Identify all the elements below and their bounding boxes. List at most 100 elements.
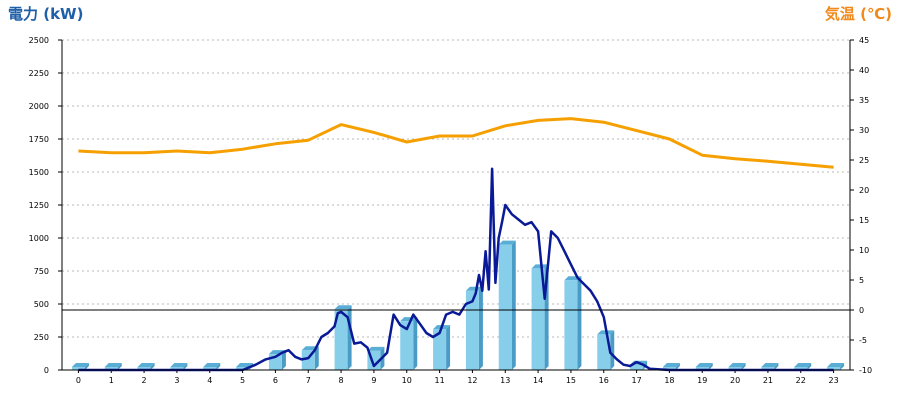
bar-top	[236, 363, 254, 367]
x-tick-label: 19	[697, 376, 707, 385]
left-tick-label: 1750	[29, 135, 49, 144]
x-tick-label: 20	[730, 376, 740, 385]
x-tick-label: 21	[763, 376, 773, 385]
bar	[71, 367, 85, 370]
bar-top	[465, 286, 483, 291]
bar-side	[774, 363, 779, 370]
bar-side	[281, 350, 286, 370]
bar-side	[413, 317, 418, 370]
bar-side	[314, 346, 319, 370]
right-tick-label: 15	[859, 216, 869, 225]
bar-top	[170, 363, 188, 367]
left-tick-label: 2000	[29, 102, 49, 111]
bar-top	[531, 264, 549, 269]
left-tick-label: 2500	[29, 36, 49, 45]
bar	[203, 367, 217, 370]
x-tick-label: 2	[142, 376, 147, 385]
bar	[498, 244, 512, 370]
right-tick-label: 10	[859, 246, 869, 255]
x-tick-label: 10	[402, 376, 412, 385]
bar-top	[498, 240, 516, 245]
bar	[794, 367, 808, 370]
x-tick-label: 7	[306, 376, 311, 385]
bar-side	[577, 276, 582, 370]
bar	[827, 367, 841, 370]
x-tick-label: 8	[339, 376, 344, 385]
bar-top	[728, 363, 746, 367]
bar-top	[137, 363, 155, 367]
left-tick-label: 750	[34, 267, 49, 276]
x-tick-label: 16	[599, 376, 609, 385]
right-axis-title: 気温 (℃)	[824, 5, 892, 23]
x-tick-label: 17	[631, 376, 641, 385]
temperature-line	[78, 117, 834, 169]
bar-top	[367, 346, 385, 351]
bar-side	[478, 286, 483, 370]
bar	[761, 367, 775, 370]
bar-side	[446, 325, 451, 370]
bar-side	[511, 240, 516, 370]
left-axis-title: 電力 (kW)	[8, 5, 84, 23]
right-tick-label: 0	[859, 306, 864, 315]
x-tick-label: 18	[664, 376, 674, 385]
bar-top	[334, 305, 352, 310]
right-tick-label: 40	[859, 66, 869, 75]
bar	[104, 367, 118, 370]
x-tick-label: 0	[76, 376, 81, 385]
x-tick-label: 4	[207, 376, 212, 385]
bar-top	[203, 363, 221, 367]
bar-top	[695, 363, 713, 367]
x-tick-label: 12	[467, 376, 477, 385]
x-tick-label: 3	[174, 376, 179, 385]
bar-side	[84, 363, 89, 370]
bar	[695, 367, 709, 370]
bar-top	[71, 363, 89, 367]
right-tick-label: 25	[859, 156, 869, 165]
bar-side	[741, 363, 746, 370]
right-tick-label: 35	[859, 96, 869, 105]
bar-side	[840, 363, 845, 370]
right-tick-label: -5	[859, 336, 867, 345]
bar	[597, 334, 611, 370]
bar-top	[662, 363, 680, 367]
bar	[662, 367, 676, 370]
bar	[236, 367, 250, 370]
bar-side	[708, 363, 713, 370]
bar-side	[807, 363, 812, 370]
bar-top	[104, 363, 122, 367]
power-line	[78, 167, 834, 372]
right-tick-label: 30	[859, 126, 869, 135]
left-tick-label: 2250	[29, 69, 49, 78]
x-tick-label: 14	[533, 376, 543, 385]
bar-side	[675, 363, 680, 370]
left-tick-label: 0	[44, 366, 49, 375]
x-tick-label: 1	[109, 376, 114, 385]
x-tick-label: 5	[240, 376, 245, 385]
right-tick-label: 45	[859, 36, 869, 45]
bar-top	[794, 363, 812, 367]
x-tick-label: 13	[500, 376, 510, 385]
x-tick-label: 23	[828, 376, 838, 385]
bar-side	[347, 305, 352, 370]
bar-side	[183, 363, 188, 370]
bar	[630, 364, 644, 370]
left-tick-label: 1250	[29, 201, 49, 210]
x-tick-label: 6	[273, 376, 278, 385]
bar-side	[150, 363, 155, 370]
bar	[137, 367, 151, 370]
bar-top	[827, 363, 845, 367]
left-tick-label: 250	[34, 333, 49, 342]
bar-side	[216, 363, 221, 370]
bar	[334, 309, 348, 370]
bar	[400, 321, 414, 370]
left-tick-label: 1000	[29, 234, 49, 243]
x-tick-label: 11	[434, 376, 444, 385]
bar	[170, 367, 184, 370]
right-tick-label: 20	[859, 186, 869, 195]
left-tick-label: 1500	[29, 168, 49, 177]
x-tick-label: 15	[566, 376, 576, 385]
x-tick-label: 22	[796, 376, 806, 385]
bar-side	[117, 363, 122, 370]
